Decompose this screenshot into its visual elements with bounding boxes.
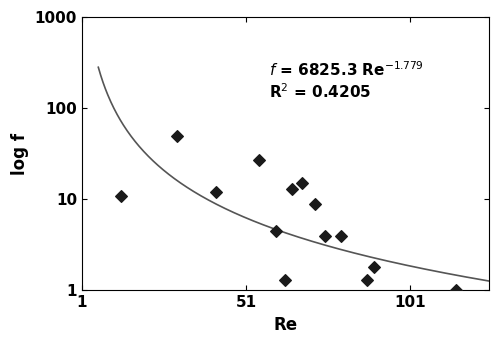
Point: [118, 193, 126, 198]
Point: [288, 186, 296, 192]
Point: [337, 233, 345, 238]
Point: [298, 180, 306, 186]
Point: [272, 228, 280, 234]
Text: $\it{f}$ = 6825.3 Re$^{-1.779}$
R$^{2}$ = 0.4205: $\it{f}$ = 6825.3 Re$^{-1.779}$ R$^{2}$ …: [269, 60, 424, 101]
Point: [212, 189, 220, 195]
Point: [364, 277, 372, 283]
Point: [321, 233, 329, 238]
Point: [311, 201, 319, 206]
Point: [255, 157, 263, 163]
Point: [282, 277, 290, 283]
Point: [452, 288, 460, 293]
Point: [173, 133, 181, 138]
Point: [370, 265, 378, 270]
Y-axis label: log f: log f: [11, 133, 29, 175]
X-axis label: Re: Re: [274, 316, 297, 334]
